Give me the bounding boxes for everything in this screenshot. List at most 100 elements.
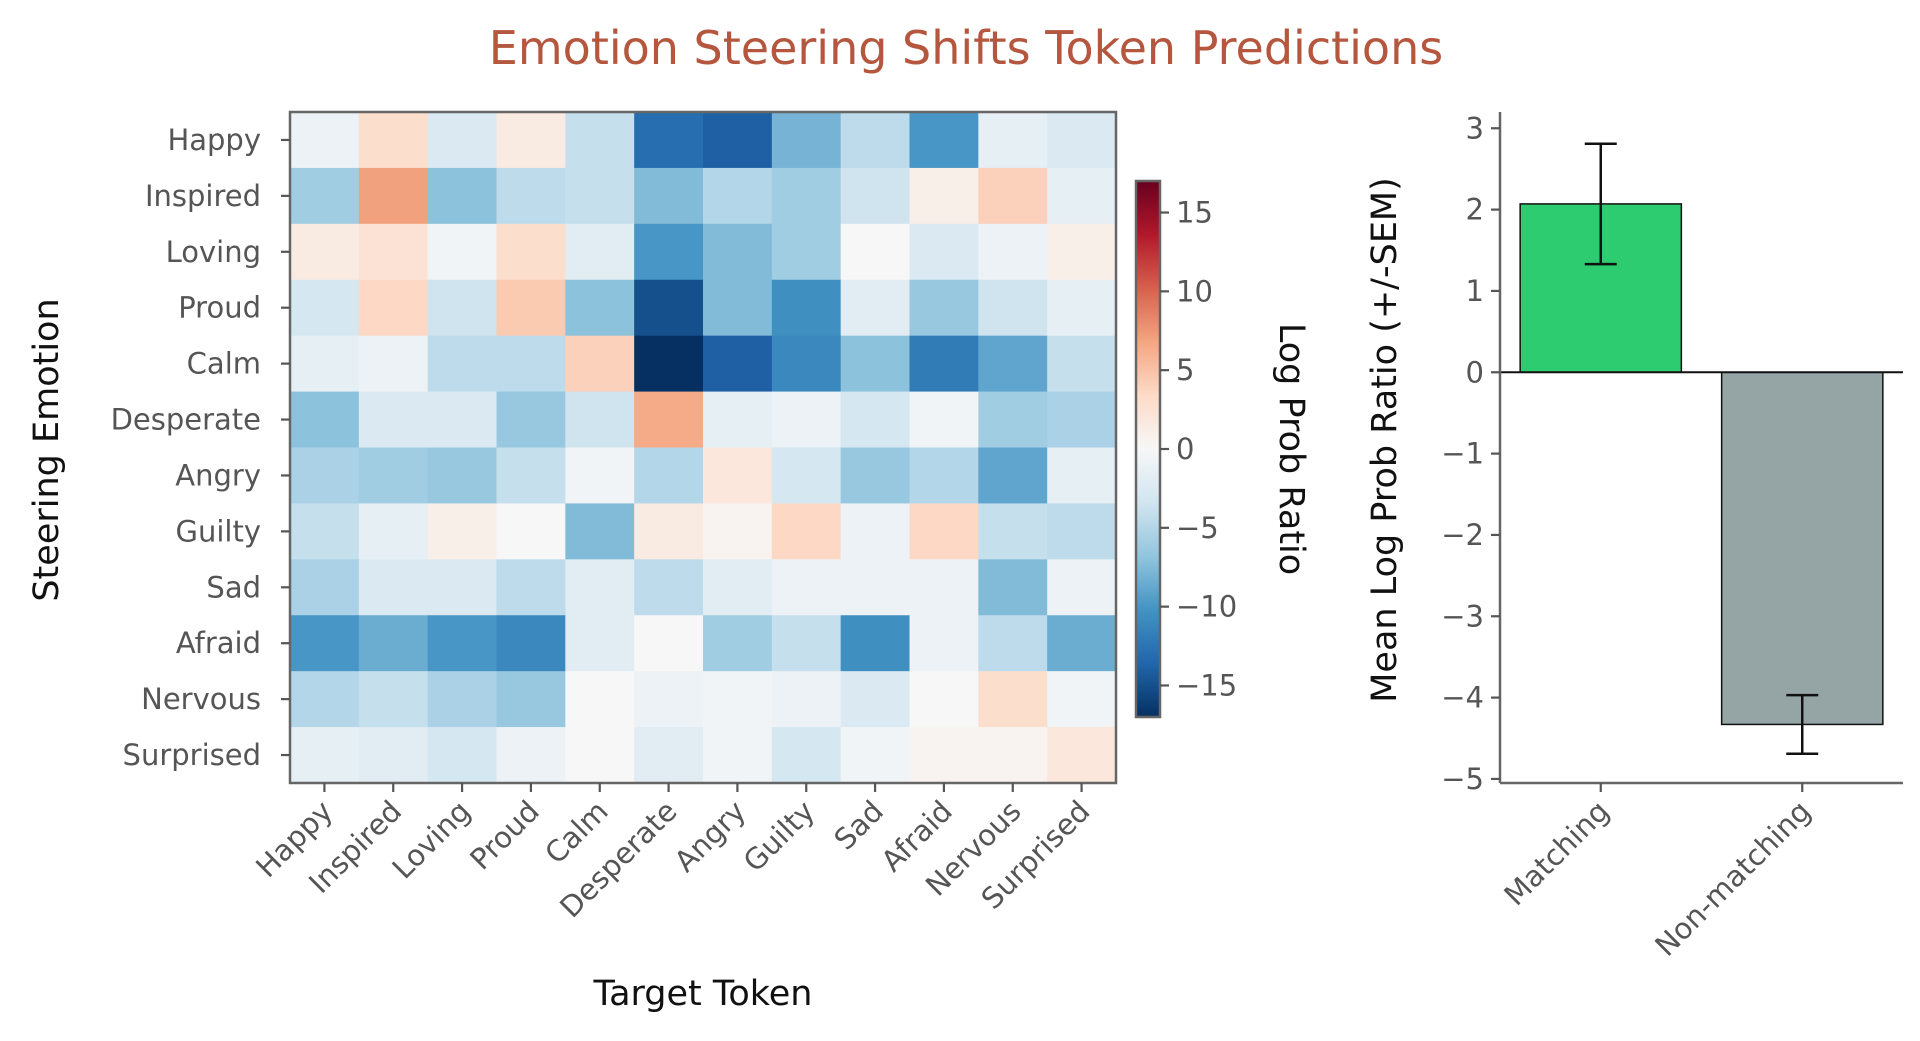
heatmap-cell	[840, 727, 911, 784]
heatmap-cell	[358, 671, 429, 728]
heatmap-cell	[634, 615, 704, 672]
heatmap-cell	[565, 503, 635, 560]
heatmap-cell	[565, 112, 635, 169]
heatmap-cell	[427, 335, 498, 393]
heatmap-cell	[290, 559, 360, 616]
heatmap-cell	[771, 112, 842, 169]
heatmap-cell	[565, 223, 635, 281]
heatmap-cell	[703, 391, 773, 449]
heatmap-cell	[565, 447, 635, 505]
heatmap-cell	[634, 391, 704, 449]
heatmap-cell	[771, 727, 842, 784]
heatmap-cell	[427, 391, 498, 449]
heatmap-cell	[565, 167, 635, 225]
bar-y-ticks: 3 2 1 0 −1 −2 −3 −4 −5	[1441, 111, 1500, 796]
heatmap-cell	[909, 167, 979, 225]
heatmap-cell	[840, 615, 911, 672]
colorbar-label: Log Prob Ratio	[1271, 323, 1311, 575]
heatmap-cell	[909, 503, 979, 560]
heatmap-cell	[840, 112, 911, 169]
heatmap-cell	[496, 223, 566, 281]
heatmap-cell	[1047, 279, 1117, 337]
heatmap-cell	[634, 503, 704, 560]
heatmap-cell	[496, 167, 566, 225]
bar-non-matching	[1720, 371, 1884, 726]
heatmap-cell	[909, 671, 979, 728]
heatmap-cell	[909, 727, 979, 784]
heatmap-y-tick-label: Happy	[167, 123, 261, 157]
heatmap-cell	[427, 112, 498, 169]
heatmap-cell	[634, 447, 704, 505]
bar-y-tick-label: −4	[1441, 681, 1484, 715]
heatmap-cell	[290, 335, 360, 393]
heatmap-cell	[427, 727, 498, 784]
heatmap-cell	[978, 167, 1048, 225]
heatmap-cell	[634, 279, 704, 337]
heatmap-cell	[703, 559, 773, 616]
heatmap-cell	[840, 391, 911, 449]
heatmap-x-ticks: HappyInspiredLovingProudCalmDesperateAng…	[249, 783, 1097, 924]
bar-y-tick-label: −1	[1441, 437, 1484, 471]
heatmap-cell	[840, 223, 911, 281]
heatmap-cell	[358, 223, 429, 281]
heatmap-cell	[496, 559, 566, 616]
heatmap-cell	[358, 615, 429, 672]
heatmap-cell	[358, 391, 429, 449]
figure-title: Emotion Steering Shifts Token Prediction…	[489, 21, 1443, 75]
heatmap-cell	[565, 559, 635, 616]
heatmap-cell	[978, 503, 1048, 560]
heatmap-cell	[703, 112, 773, 169]
heatmap-cell	[703, 447, 773, 505]
heatmap-cell	[427, 447, 498, 505]
heatmap-cell	[703, 335, 773, 393]
heatmap-cell	[496, 335, 566, 393]
heatmap-cell	[496, 671, 566, 728]
bar-x-tick-label: Matching	[1497, 794, 1615, 912]
heatmap-cell	[909, 112, 979, 169]
heatmap-cell	[427, 279, 498, 337]
heatmap-cell	[703, 279, 773, 337]
colorbar: 15 10 5 0 −5 −10 −15 Log Prob Ratio	[1134, 179, 1311, 719]
heatmap-cell	[358, 167, 429, 225]
heatmap-cell	[290, 615, 360, 672]
bar-x-tick-label: Non-matching	[1648, 794, 1817, 963]
heatmap-cell	[634, 559, 704, 616]
heatmap-cell	[290, 447, 360, 505]
colorbar-tick-label: 15	[1176, 196, 1213, 230]
colorbar-tick-label: 10	[1176, 274, 1213, 308]
heatmap-cell	[496, 279, 566, 337]
heatmap-cell	[1047, 167, 1117, 225]
heatmap-cell	[703, 727, 773, 784]
heatmap-cell	[978, 335, 1048, 393]
heatmap-y-tick-label: Calm	[187, 347, 261, 381]
heatmap-cell	[909, 615, 979, 672]
colorbar-gradient	[1136, 181, 1160, 717]
heatmap-y-tick-label: Inspired	[145, 179, 261, 213]
colorbar-tick-label: −10	[1176, 590, 1237, 624]
colorbar-tick-label: 5	[1176, 353, 1194, 387]
colorbar-tick-label: −15	[1176, 668, 1237, 702]
heatmap-cell	[909, 559, 979, 616]
colorbar-tick-label: −5	[1176, 511, 1219, 545]
heatmap-y-tick-label: Guilty	[176, 514, 262, 548]
heatmap-x-tick-label: Guilty	[737, 794, 821, 878]
heatmap-y-tick-label: Proud	[178, 291, 261, 325]
heatmap-cell	[978, 279, 1048, 337]
bar-y-label: Mean Log Prob Ratio (+/-SEM)	[1365, 177, 1405, 703]
heatmap-cell	[565, 391, 635, 449]
heatmap-cell	[703, 503, 773, 560]
heatmap-cell	[565, 615, 635, 672]
heatmap-cell	[427, 615, 498, 672]
heatmap-cell	[771, 391, 842, 449]
heatmap-cell	[565, 727, 635, 784]
bar-x-ticks: Matching Non-matching	[1497, 783, 1817, 963]
colorbar-tick-label: 0	[1176, 432, 1194, 466]
heatmap-cell	[840, 335, 911, 393]
heatmap-y-tick-label: Nervous	[141, 682, 261, 716]
heatmap-cell	[909, 391, 979, 449]
bar-y-tick-label: 0	[1466, 355, 1484, 389]
heatmap-cell	[771, 503, 842, 560]
heatmap-cell	[1047, 112, 1117, 169]
heatmap-cell	[771, 279, 842, 337]
heatmap-cell	[978, 223, 1048, 281]
